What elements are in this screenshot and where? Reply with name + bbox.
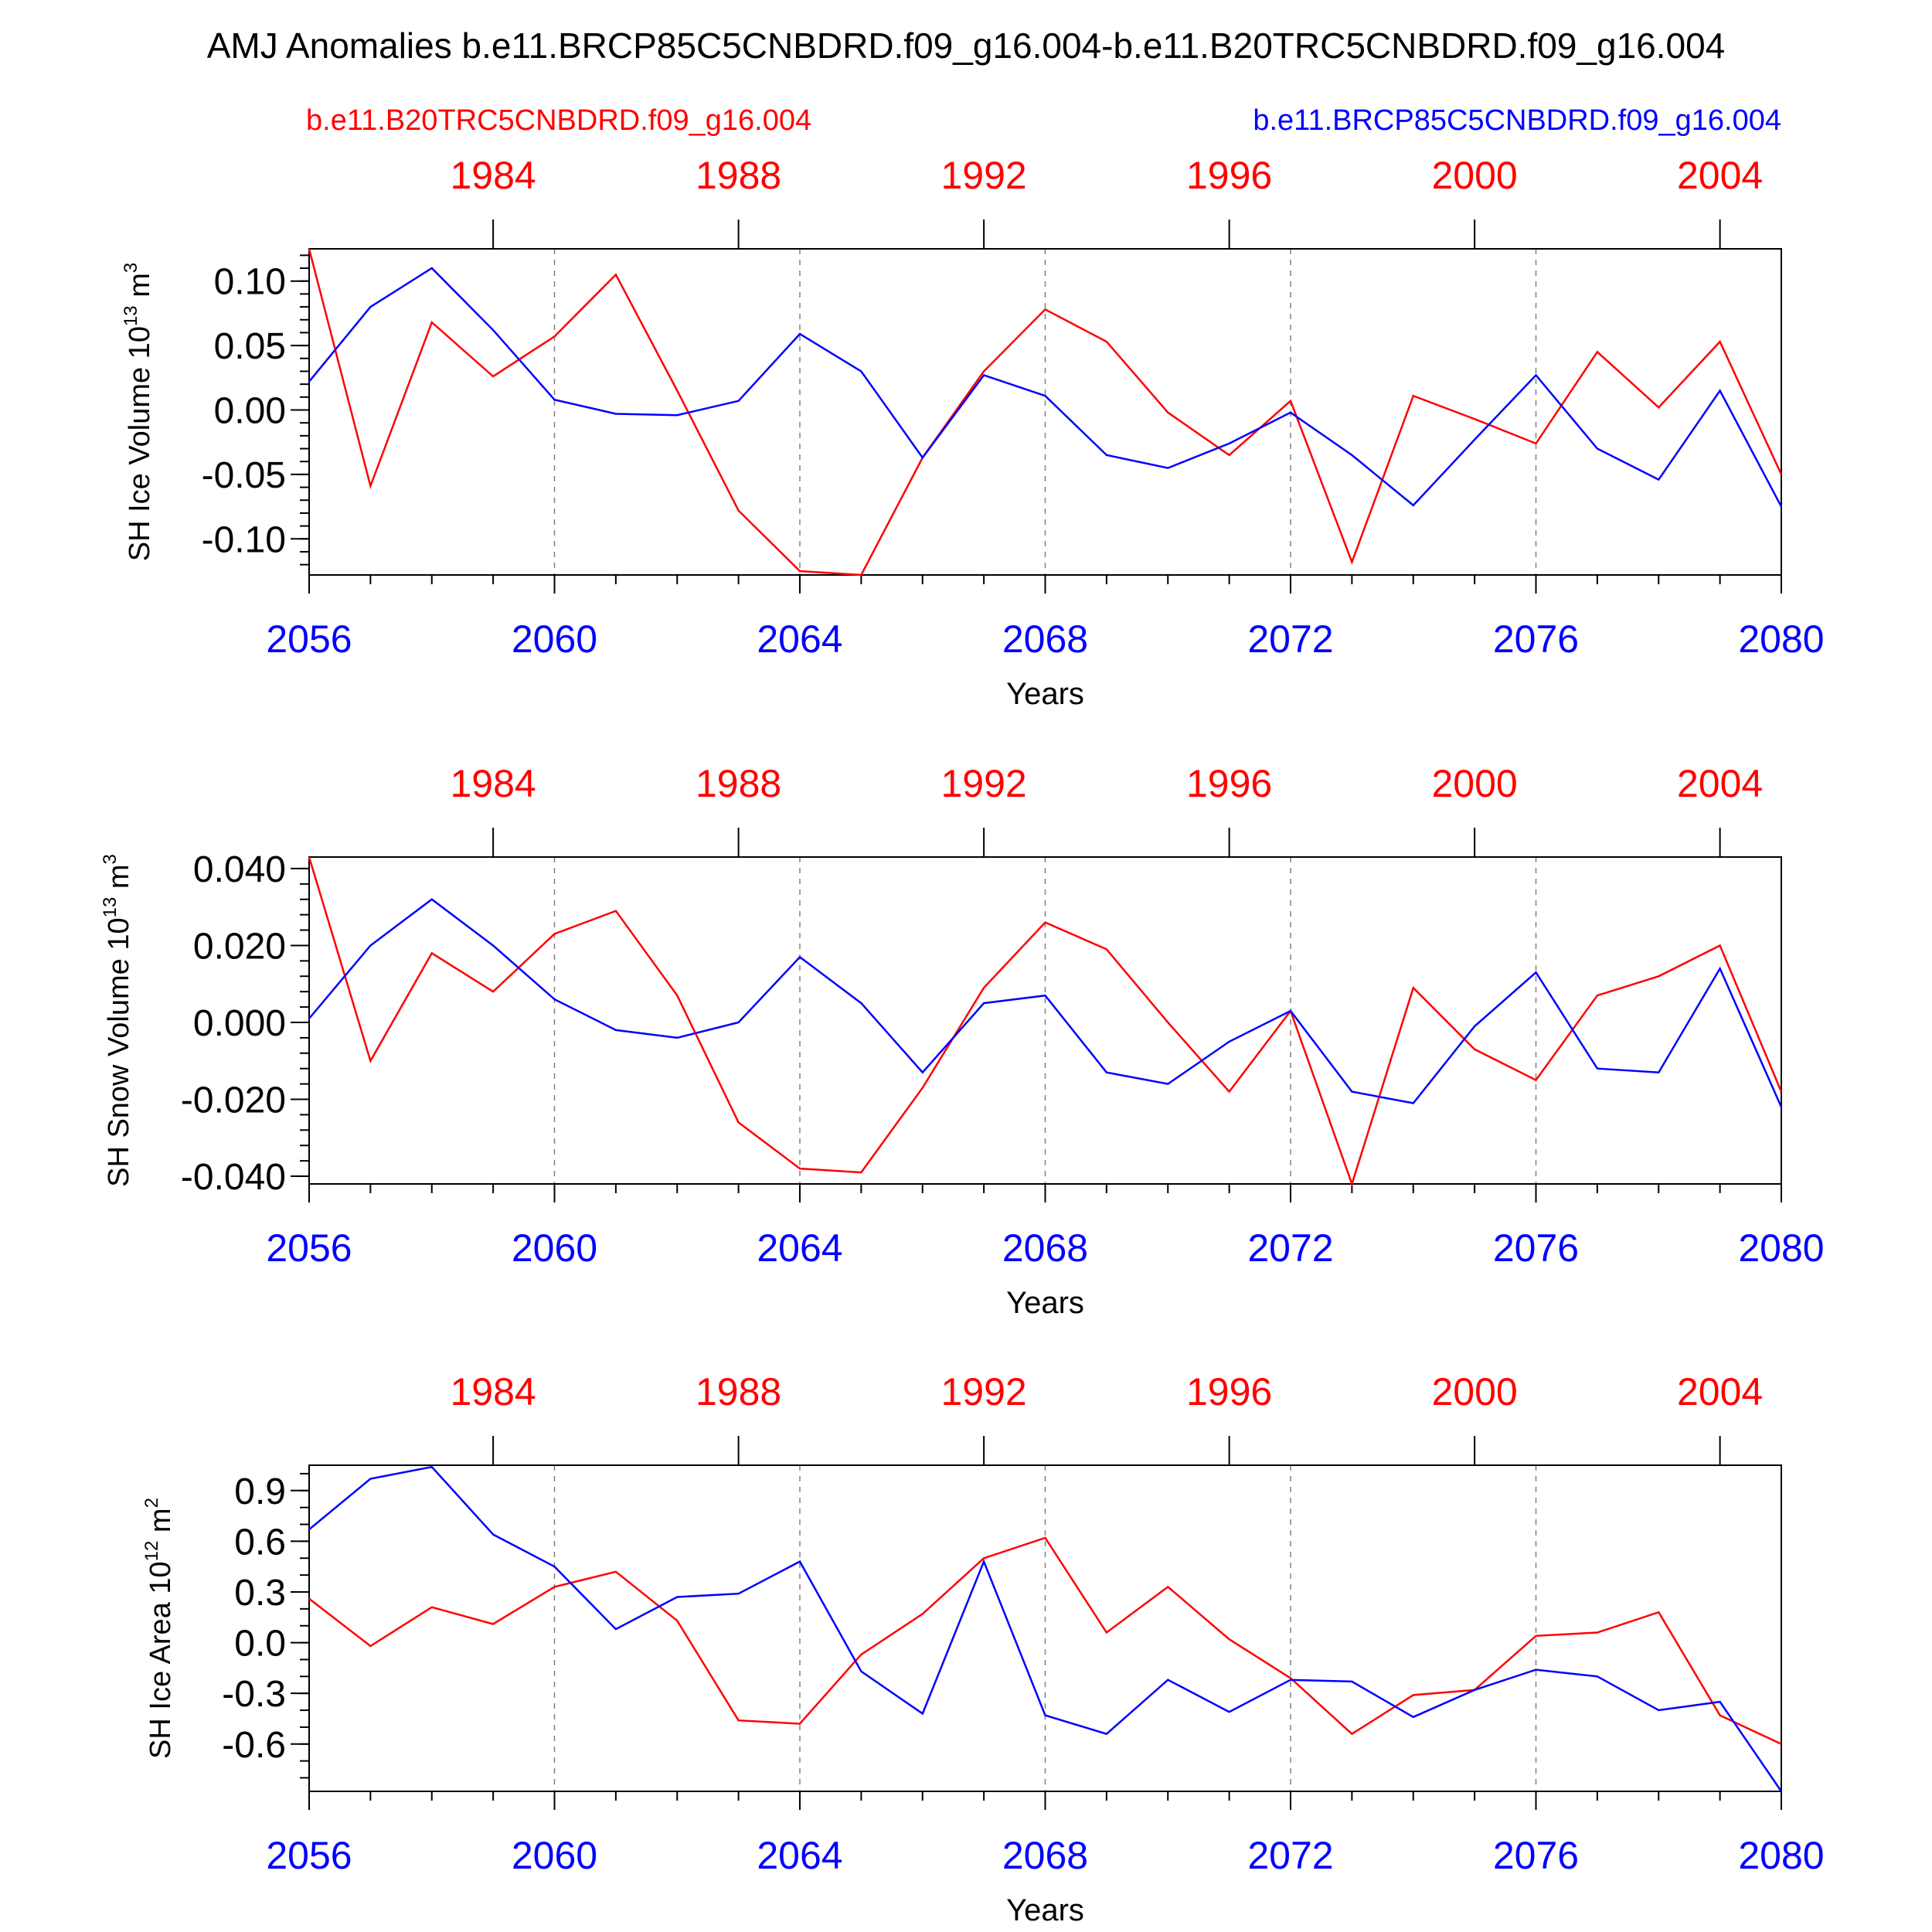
x-top-tick-label: 2004: [1677, 154, 1763, 197]
x-top-tick-label: 1984: [451, 1370, 536, 1413]
y-tick-label: 0.05: [214, 326, 286, 367]
y-tick-label: 0.000: [193, 1003, 286, 1044]
y-tick-label: 0.020: [193, 926, 286, 967]
x-top-tick-label: 1984: [451, 154, 536, 197]
x-top-tick-label: 1988: [696, 1370, 781, 1413]
legend-red-label: b.e11.B20TRC5CNBDRD.f09_g16.004: [306, 104, 811, 137]
y-tick-label: -0.05: [202, 455, 286, 496]
x-top-tick-label: 2004: [1677, 762, 1763, 805]
x-top-tick-label: 2000: [1432, 1370, 1518, 1413]
x-top-tick-label: 1996: [1186, 1370, 1272, 1413]
x-top-tick-label: 1988: [696, 762, 781, 805]
x-bottom-tick-label: 2060: [512, 617, 597, 661]
y-tick-label: 0.00: [214, 390, 286, 431]
y-axis-label: SH Ice Area 1012 m2: [141, 1498, 177, 1759]
x-top-tick-label: 1996: [1186, 154, 1272, 197]
x-bottom-tick-label: 2068: [1002, 617, 1088, 661]
x-top-tick-label: 2000: [1432, 154, 1518, 197]
y-tick-label: -0.3: [222, 1674, 286, 1715]
x-top-tick-label: 1996: [1186, 762, 1272, 805]
y-tick-label: 0.0: [234, 1624, 286, 1665]
x-bottom-tick-label: 2056: [266, 617, 352, 661]
x-axis-label: Years: [1006, 677, 1084, 711]
x-axis-label: Years: [1006, 1893, 1084, 1927]
chart-panels: 2056 2060 2064 2068 2072 2076 2080 Years 1984 198…: [100, 154, 1825, 1927]
x-bottom-tick-label: 2068: [1002, 1834, 1088, 1877]
x-axis-label: Years: [1006, 1286, 1084, 1320]
x-bottom-tick-label: 2076: [1493, 1226, 1579, 1270]
x-bottom-tick-label: 2068: [1002, 1226, 1088, 1270]
x-bottom-tick-label: 2072: [1247, 1226, 1333, 1270]
x-top-tick-label: 2000: [1432, 762, 1518, 805]
x-bottom-tick-label: 2076: [1493, 617, 1579, 661]
x-bottom-tick-label: 2072: [1247, 617, 1333, 661]
x-top-tick-label: 1984: [451, 762, 536, 805]
x-bottom-tick-label: 2080: [1738, 1226, 1824, 1270]
series-line-blue: [308, 1465, 1783, 1792]
x-bottom-tick-label: 2060: [512, 1226, 597, 1270]
x-bottom-tick-label: 2064: [757, 617, 842, 661]
x-bottom-tick-label: 2064: [757, 1834, 842, 1877]
panel-2: 2056 2060 2064 2068 2072 2076 2080 Years 1984 198…: [100, 762, 1825, 1320]
x-bottom-tick-label: 2080: [1738, 617, 1824, 661]
x-bottom-tick-label: 2056: [266, 1834, 352, 1877]
panel-3: 2056 2060 2064 2068 2072 2076 2080 Years 1984 198…: [141, 1370, 1825, 1927]
panel-1: 2056 2060 2064 2068 2072 2076 2080 Years 1984 198…: [121, 154, 1825, 711]
x-bottom-tick-label: 2080: [1738, 1834, 1824, 1877]
y-tick-label: -0.020: [181, 1080, 286, 1121]
x-bottom-tick-label: 2060: [512, 1834, 597, 1877]
series-line-red: [308, 856, 1783, 1187]
series-line-red: [308, 248, 1783, 577]
y-tick-label: 0.3: [234, 1573, 286, 1614]
x-bottom-tick-label: 2076: [1493, 1834, 1579, 1877]
series-line-red: [308, 1536, 1782, 1745]
y-tick-label: -0.040: [181, 1157, 286, 1198]
x-top-tick-label: 1992: [941, 762, 1027, 805]
y-tick-label: 0.040: [193, 849, 286, 890]
x-top-tick-label: 1988: [696, 154, 781, 197]
legend-blue-label: b.e11.BRCP85C5CNBDRD.f09_g16.004: [1253, 104, 1781, 137]
y-tick-label: -0.6: [222, 1725, 286, 1766]
y-tick-label: -0.10: [202, 519, 286, 560]
x-bottom-tick-label: 2072: [1247, 1834, 1333, 1877]
y-axis-label: SH Snow Volume 1013 m3: [100, 854, 135, 1187]
x-bottom-tick-label: 2056: [266, 1226, 352, 1270]
series-line-blue: [308, 267, 1783, 508]
y-tick-label: 0.10: [214, 262, 286, 303]
x-top-tick-label: 1992: [941, 1370, 1027, 1413]
y-axis-label: SH Ice Volume 1013 m3: [121, 263, 156, 561]
x-top-tick-label: 1992: [941, 154, 1027, 197]
x-top-tick-label: 2004: [1677, 1370, 1763, 1413]
y-tick-label: 0.9: [234, 1471, 286, 1512]
series-line-blue: [308, 898, 1783, 1108]
x-bottom-tick-label: 2064: [757, 1226, 842, 1270]
y-tick-label: 0.6: [234, 1522, 286, 1563]
figure-title: AMJ Anomalies b.e11.BRCP85C5CNBDRD.f09_g…: [207, 26, 1726, 66]
